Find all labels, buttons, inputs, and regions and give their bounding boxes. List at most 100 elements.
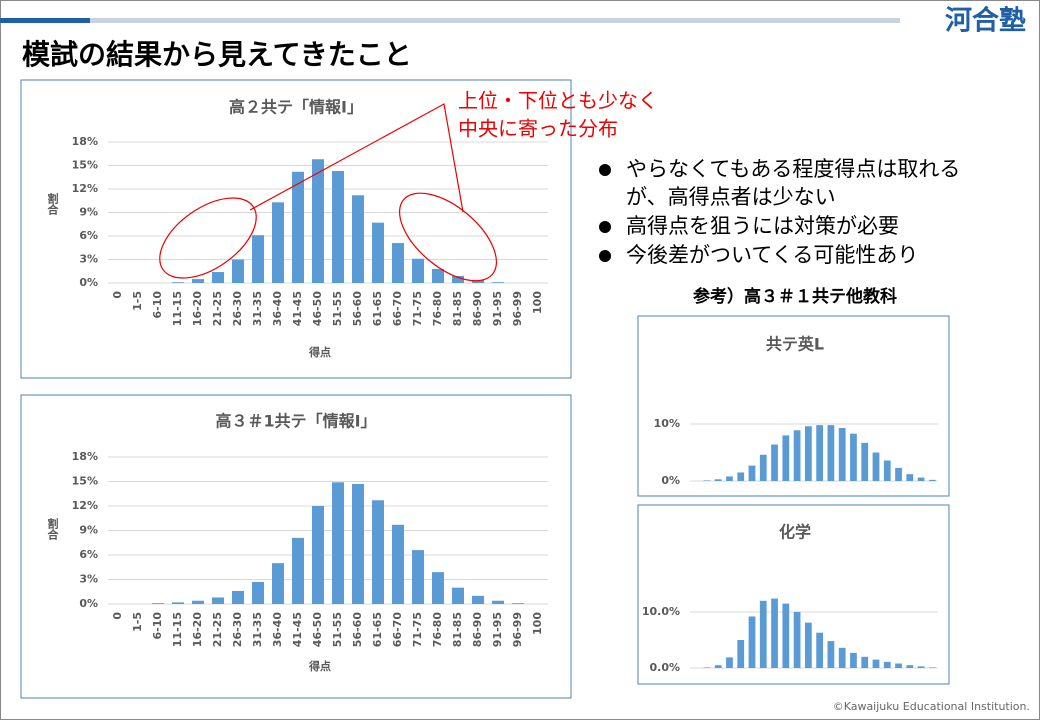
x-tick-label: 41-45 (291, 291, 304, 326)
bar (726, 657, 733, 668)
x-tick-label: 76-80 (431, 612, 444, 648)
bar (827, 425, 835, 481)
bar (816, 632, 824, 668)
x-tick-label: 26-30 (231, 612, 244, 648)
bar (312, 506, 324, 604)
bar (748, 465, 756, 481)
y-tick-label: 9% (79, 524, 98, 537)
reference-title: 参考）高３＃１共テ他教科 (693, 286, 897, 307)
bar (172, 282, 184, 283)
bar (452, 587, 464, 604)
bar (472, 595, 484, 604)
bar (895, 467, 902, 481)
bullet: 高得点を狙うには対策が必要 (626, 214, 899, 238)
bar (232, 590, 244, 604)
x-tick-label: 56-60 (351, 612, 364, 648)
x-tick-label: 6-10 (151, 291, 164, 319)
x-axis-label: 得点 (308, 659, 331, 673)
bar (212, 272, 224, 283)
bar (192, 600, 204, 604)
y-axis-label: 割合 (46, 192, 59, 216)
x-tick-label: 81-85 (451, 291, 464, 326)
x-tick-label: 16-20 (191, 291, 204, 327)
bar (759, 600, 767, 668)
bar (152, 603, 164, 604)
chart-box (637, 504, 950, 685)
bar (793, 612, 801, 668)
bar (838, 647, 846, 668)
x-tick-label: 76-80 (431, 291, 444, 327)
bar (332, 170, 344, 283)
bar (192, 279, 204, 283)
bar (292, 537, 304, 604)
x-tick-label: 91-95 (491, 612, 504, 647)
chart-box (637, 315, 950, 497)
bar (917, 666, 925, 668)
bar (272, 202, 284, 283)
y-tick-label: 10% (654, 417, 680, 430)
bar (714, 479, 722, 481)
x-tick-label: 51-55 (331, 612, 344, 647)
bar (352, 483, 364, 604)
x-tick-label: 56-60 (351, 291, 364, 327)
chart-title: 高２共テ「情報Ⅰ」 (229, 98, 363, 117)
bullet-dot (599, 221, 611, 233)
y-tick-label: 12% (72, 499, 98, 512)
bar (872, 659, 880, 668)
bar (928, 479, 936, 481)
bar (804, 426, 812, 481)
annotation: 中央に寄った分布 (458, 117, 618, 141)
x-tick-label: 51-55 (331, 291, 344, 326)
bar (292, 171, 304, 283)
bullets: やらなくてもある程度得点は取れる が、高得点者は少ない 高得点を狙うには対策が必… (599, 157, 960, 267)
header-bar (0, 18, 900, 23)
bar (492, 282, 504, 283)
bar (452, 275, 464, 283)
x-tick-label: 86-90 (471, 612, 484, 648)
y-tick-label: 12% (72, 182, 98, 195)
bar (412, 550, 424, 604)
x-tick-label: 66-70 (391, 291, 404, 327)
y-tick-label: 18% (72, 450, 98, 463)
bar (332, 482, 344, 604)
x-tick-label: 71-75 (411, 291, 424, 326)
chart-title: 高３＃1共テ「情報Ⅰ」 (215, 412, 376, 431)
y-tick-label: 10.0% (642, 605, 680, 618)
bar (512, 603, 524, 604)
x-tick-label: 11-15 (171, 291, 184, 326)
bar (917, 477, 925, 481)
bar (816, 425, 824, 481)
x-tick-label: 100 (531, 612, 544, 635)
x-tick-label: 1-5 (131, 291, 144, 311)
y-axis-label: 割合 (46, 517, 59, 541)
y-tick-label: 3% (79, 573, 98, 586)
bar (748, 616, 756, 668)
x-tick-label: 61-65 (371, 291, 384, 326)
y-tick-label: 0% (661, 474, 680, 487)
bar (793, 430, 801, 481)
bar (883, 460, 891, 481)
bar (352, 195, 364, 283)
bullet: やらなくてもある程度得点は取れる (626, 157, 960, 181)
bar (432, 572, 444, 604)
bar (861, 656, 869, 668)
bar (850, 652, 857, 668)
x-tick-label: 46-50 (311, 612, 324, 648)
bar (703, 480, 711, 481)
y-tick-label: 9% (79, 206, 98, 219)
chart-title: 化学 (779, 523, 811, 542)
x-tick-label: 26-30 (231, 291, 244, 327)
bar (252, 581, 264, 604)
x-tick-label: 41-45 (291, 612, 304, 647)
x-tick-label: 66-70 (391, 612, 404, 648)
x-tick-label: 36-40 (271, 291, 284, 327)
x-tick-label: 36-40 (271, 612, 284, 648)
bar (212, 597, 224, 604)
logo: 河合塾 (945, 5, 1026, 37)
bar (782, 435, 790, 481)
bar (372, 500, 384, 604)
x-tick-label: 21-25 (211, 612, 224, 647)
bar (312, 159, 324, 283)
x-tick-label: 11-15 (171, 612, 184, 647)
footer: ©Kawaijuku Educational Institution. (833, 700, 1030, 713)
